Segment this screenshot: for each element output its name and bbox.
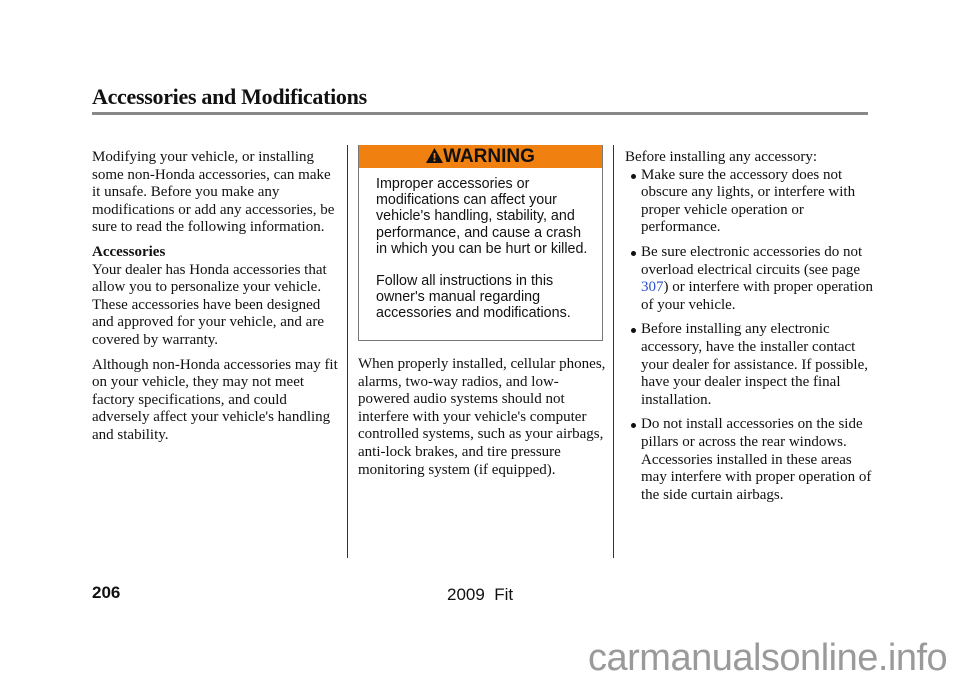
- list-item-text: Be sure electronic accessories do not ov…: [641, 243, 863, 278]
- section-heading: Accessories: [92, 243, 166, 260]
- page-title: Accessories and Modifications: [92, 84, 367, 109]
- column-divider: [613, 145, 614, 558]
- warning-text: Improper accessories or modifications ca…: [376, 176, 588, 257]
- paragraph: When properly installed, cellular phones…: [358, 356, 606, 478]
- list-item: Do not install accessories on the side p…: [625, 416, 873, 504]
- list-item: Before installing any electronic accesso…: [625, 321, 873, 409]
- page-link[interactable]: 307: [641, 279, 664, 296]
- title-rule: [92, 112, 868, 115]
- intro-paragraph: Modifying your vehicle, or installing so…: [92, 149, 335, 236]
- list-item: Make sure the accessory does not obscure…: [625, 167, 873, 237]
- model-label: 2009 Fit: [447, 585, 514, 604]
- warning-text: Follow all instructions in this owner's …: [376, 273, 571, 322]
- paragraph: Although non-Honda accessories may fit o…: [92, 356, 338, 443]
- warning-label: WARNING: [443, 146, 535, 167]
- list-item-text: ) or interfere with proper operation of …: [641, 279, 873, 313]
- warning-box: WARNING Improper accessories or modifica…: [358, 145, 603, 341]
- list-intro: Before installing any accessory:: [625, 149, 818, 165]
- column-3: Before installing any accessory: Make su…: [625, 149, 873, 511]
- bullet-list: Make sure the accessory does not obscure…: [625, 167, 873, 505]
- page-number: 206: [92, 583, 121, 602]
- column-1: Modifying your vehicle, or installing so…: [92, 149, 338, 452]
- paragraph: Your dealer has Honda accessories that a…: [92, 261, 327, 348]
- column-2: When properly installed, cellular phones…: [358, 356, 608, 486]
- list-item: Be sure electronic accessories do not ov…: [625, 244, 873, 314]
- warning-triangle-icon: [426, 148, 444, 163]
- watermark: carmanualsonline.info: [588, 637, 948, 679]
- warning-header: WARNING: [359, 145, 602, 168]
- column-divider: [347, 145, 348, 558]
